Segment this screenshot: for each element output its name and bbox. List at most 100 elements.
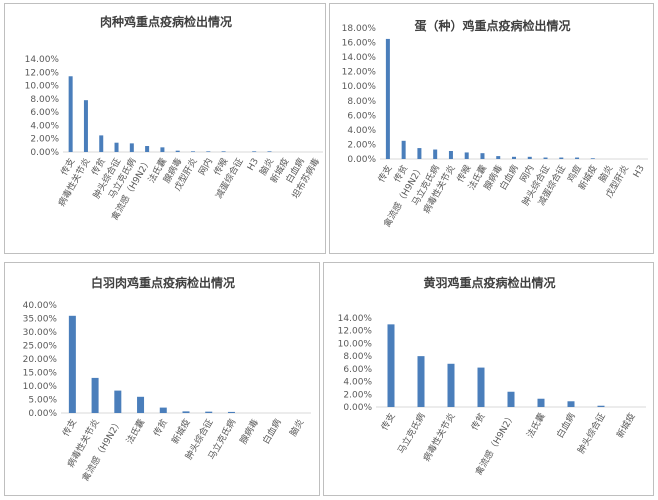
bar <box>159 407 167 413</box>
bar <box>206 151 211 152</box>
y-tick-label: 8.00% <box>30 95 59 105</box>
bar <box>433 149 438 159</box>
bar <box>559 157 564 159</box>
bar <box>477 367 485 407</box>
bar <box>401 140 406 159</box>
bar <box>543 157 548 159</box>
x-category-label: 传支 <box>60 417 79 439</box>
y-tick-label: 10.00% <box>25 82 60 92</box>
x-category-label: 法氏囊 <box>524 411 548 440</box>
chart-title: 肉种鸡重点疫病检出情况 <box>100 14 232 29</box>
x-category-label: 传贫 <box>151 417 170 439</box>
bar <box>160 147 165 152</box>
bar <box>597 405 605 407</box>
y-tick-label: 15.00% <box>23 369 58 379</box>
x-category-label: 腺病毒 <box>237 417 261 446</box>
y-tick-label: 10.00% <box>342 82 377 92</box>
bar <box>385 38 390 159</box>
y-tick-label: 14.00% <box>25 55 60 65</box>
bar <box>99 135 104 152</box>
y-tick-label: 2.00% <box>343 390 372 400</box>
y-tick-label: 4.00% <box>347 126 376 136</box>
y-tick-label: 0.00% <box>28 409 57 419</box>
chart-svg-0: 肉种鸡重点疫病检出情况 0.00% 2.00% 4.00% 6.00% 8.00% 10.0… <box>25 14 323 222</box>
y-tick-label: 40.00% <box>23 301 58 311</box>
bar <box>417 148 422 159</box>
x-category-label: 传贫 <box>468 411 487 433</box>
bar <box>267 151 272 152</box>
y-tick-label: 6.00% <box>347 111 376 121</box>
bar <box>83 100 88 152</box>
y-tick-label: 12.00% <box>342 68 377 78</box>
y-tick-label: 16.00% <box>342 39 377 49</box>
y-tick-label: 30.00% <box>23 328 58 338</box>
bar <box>496 156 501 159</box>
x-category-label: 新城疫 <box>169 417 193 446</box>
x-category-label: 白血病 <box>554 411 578 440</box>
y-tick-label: 12.00% <box>338 327 373 337</box>
chart-panel-0: 肉种鸡重点疫病检出情况 0.00% 2.00% 4.00% 6.00% 8.00% 10.0… <box>4 3 326 254</box>
bar <box>464 152 469 159</box>
y-tick-label: 5.00% <box>28 396 57 406</box>
bar <box>447 363 455 407</box>
bar <box>507 391 515 407</box>
y-tick-label: 35.00% <box>23 315 58 325</box>
bar <box>527 156 532 159</box>
y-tick-label: 6.00% <box>343 365 372 375</box>
bar <box>387 324 395 407</box>
chart-svg-1: 蛋（种）鸡重点疫病检出情况 0.00% 2.00% 4.00% 6.00% 8.00% 10… <box>342 18 648 229</box>
bar <box>145 146 150 152</box>
y-tick-label: 8.00% <box>347 97 376 107</box>
bar <box>175 150 180 152</box>
bar <box>114 390 122 413</box>
bar <box>191 151 195 152</box>
y-tick-label: 0.00% <box>343 403 372 413</box>
bar <box>480 153 485 159</box>
bar <box>252 151 257 152</box>
y-tick-label: 25.00% <box>23 342 58 352</box>
bar <box>182 411 190 413</box>
chart-svg-3: 黄羽鸡重点疫病检出情况 0.00% 2.00% 4.00% 6.00% 8.00% 10.0… <box>338 275 646 477</box>
x-category-label: 脑炎 <box>287 417 306 439</box>
bar <box>129 143 134 152</box>
bar <box>137 396 145 413</box>
x-category-label: 网内 <box>196 156 215 178</box>
chart-panel-3: 黄羽鸡重点疫病检出情况 0.00% 2.00% 4.00% 6.00% 8.00% 10.0… <box>323 262 654 496</box>
chart-panel-1: 蛋（种）鸡重点疫病检出情况 0.00% 2.00% 4.00% 6.00% 8.00% 10… <box>329 3 654 254</box>
x-category-label: 肿头综合征 <box>575 411 608 456</box>
bar <box>114 142 119 152</box>
y-tick-label: 20.00% <box>23 355 58 365</box>
bar <box>567 401 575 407</box>
bar <box>68 315 76 413</box>
chart-title: 蛋（种）鸡重点疫病检出情况 <box>414 18 570 33</box>
y-tick-label: 8.00% <box>343 352 372 362</box>
y-tick-label: 4.00% <box>30 121 59 131</box>
y-tick-label: 10.00% <box>23 382 58 392</box>
x-category-label: 传支 <box>375 163 394 185</box>
bar <box>205 411 213 413</box>
bar <box>575 157 580 159</box>
x-category-label: H3 <box>632 164 647 180</box>
y-tick-label: 0.00% <box>347 155 376 165</box>
x-category-label: 法氏囊 <box>123 417 147 446</box>
y-tick-label: 10.00% <box>338 339 373 349</box>
chart-title: 黄羽鸡重点疫病检出情况 <box>423 275 555 290</box>
x-category-label: 传支 <box>378 411 397 433</box>
bar <box>417 356 425 407</box>
y-tick-label: 14.00% <box>342 53 377 63</box>
x-category-label: 马立克氏病 <box>395 411 428 456</box>
y-tick-label: 6.00% <box>30 108 59 118</box>
chart-svg-2: 白羽肉鸡重点疫病检出情况 0.00% 5.00% 10.00% 15.00% 20.00%… <box>23 275 311 483</box>
x-category-label: 白血病 <box>260 417 284 446</box>
bar <box>590 158 595 159</box>
bar <box>537 398 545 407</box>
bar <box>91 377 99 413</box>
chart-panel-2: 白羽肉鸡重点疫病检出情况 0.00% 5.00% 10.00% 15.00% 20.00%… <box>4 262 320 496</box>
bar <box>512 156 516 159</box>
y-tick-label: 14.00% <box>338 314 373 324</box>
y-tick-label: 2.00% <box>30 135 59 145</box>
y-tick-label: 12.00% <box>25 68 60 78</box>
y-tick-label: 0.00% <box>30 148 59 158</box>
x-category-label: 新城疫 <box>614 411 638 440</box>
chart-title: 白羽肉鸡重点疫病检出情况 <box>91 275 235 290</box>
